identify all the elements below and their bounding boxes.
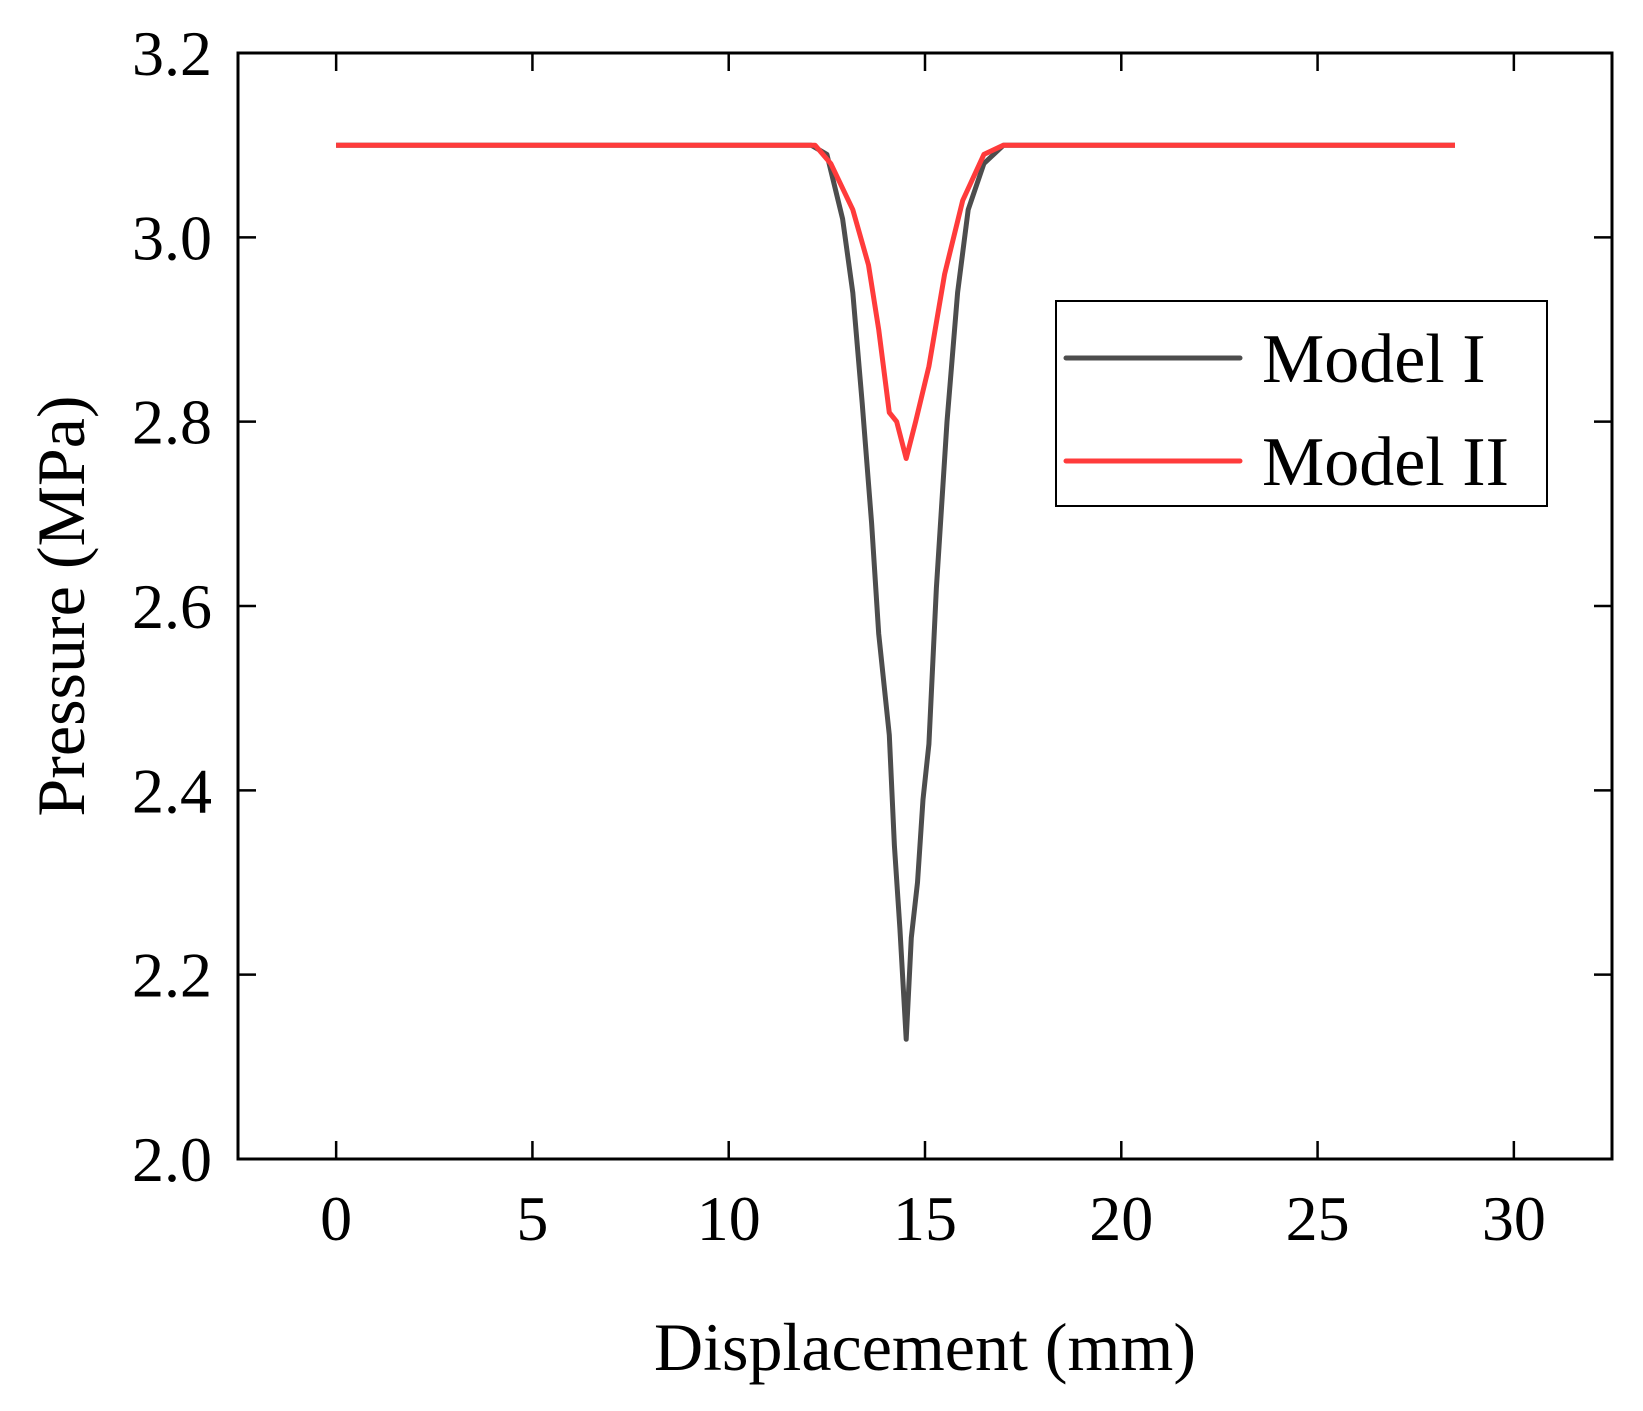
y-tick-label: 2.6 xyxy=(132,571,212,642)
legend: Model I Model II xyxy=(1055,300,1548,507)
x-tick-label: 5 xyxy=(516,1183,548,1254)
series-line-model-i xyxy=(336,142,1455,1042)
x-axis-label: Displacement (mm) xyxy=(654,1309,1196,1385)
x-tick-label: 20 xyxy=(1089,1183,1153,1254)
y-tick-label: 3.0 xyxy=(132,202,212,273)
y-axis: 2.0 2.2 2.4 2.6 2.8 3.0 3.2 xyxy=(132,18,1612,1195)
x-tick-label: 10 xyxy=(697,1183,761,1254)
x-axis: 0 5 10 15 20 25 30 xyxy=(320,53,1546,1254)
y-axis-label: Pressure (MPa) xyxy=(23,395,99,816)
plot-frame xyxy=(236,51,1614,1161)
x-tick-label: 0 xyxy=(320,1183,352,1254)
x-tick-label: 25 xyxy=(1286,1183,1350,1254)
x-tick-label: 30 xyxy=(1482,1183,1546,1254)
y-tick-label: 2.2 xyxy=(132,940,212,1011)
y-tick-label: 2.0 xyxy=(132,1124,212,1195)
y-tick-label: 2.8 xyxy=(132,387,212,458)
x-tick-label: 15 xyxy=(893,1183,957,1254)
plot-lines xyxy=(336,142,1455,1042)
y-tick-label: 2.4 xyxy=(132,755,212,826)
legend-label-model-i: Model I xyxy=(1262,321,1486,398)
y-tick-label: 3.2 xyxy=(132,18,212,89)
series-line-model-ii xyxy=(336,142,1455,461)
legend-label-model-ii: Model II xyxy=(1262,424,1509,501)
legend-box xyxy=(1055,300,1548,507)
